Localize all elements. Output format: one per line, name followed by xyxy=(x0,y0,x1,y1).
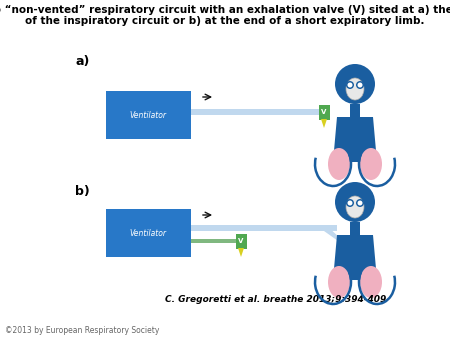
Circle shape xyxy=(346,81,354,89)
Circle shape xyxy=(347,200,352,206)
Polygon shape xyxy=(321,119,327,128)
Polygon shape xyxy=(333,117,377,162)
Ellipse shape xyxy=(328,266,350,298)
Ellipse shape xyxy=(346,78,364,100)
Ellipse shape xyxy=(360,148,382,180)
Circle shape xyxy=(347,82,352,88)
Bar xyxy=(105,209,190,257)
Circle shape xyxy=(335,182,375,222)
Polygon shape xyxy=(238,248,244,257)
Bar xyxy=(350,104,360,118)
Text: Single limb “non-vented” respiratory circuit with an exhalation valve (V) sited : Single limb “non-vented” respiratory cir… xyxy=(0,5,450,15)
Text: Ventilator: Ventilator xyxy=(130,111,166,120)
Text: Ventilator: Ventilator xyxy=(130,228,166,238)
Circle shape xyxy=(357,200,363,206)
Text: C. Gregoretti et al. breathe 2013;9:394-409: C. Gregoretti et al. breathe 2013;9:394-… xyxy=(165,295,386,304)
Text: of the inspiratory circuit or b) at the end of a short expiratory limb.: of the inspiratory circuit or b) at the … xyxy=(25,16,425,26)
Polygon shape xyxy=(323,225,341,243)
Ellipse shape xyxy=(328,148,350,180)
Circle shape xyxy=(356,81,364,89)
Text: V: V xyxy=(238,238,244,244)
Bar xyxy=(191,109,325,115)
Bar xyxy=(235,234,247,248)
Bar xyxy=(323,225,337,231)
Bar xyxy=(191,239,246,243)
Circle shape xyxy=(356,199,364,207)
Ellipse shape xyxy=(346,196,364,218)
Bar xyxy=(350,222,360,236)
Bar xyxy=(105,91,190,139)
Ellipse shape xyxy=(360,266,382,298)
Circle shape xyxy=(346,199,354,207)
Circle shape xyxy=(335,64,375,104)
Text: b): b) xyxy=(75,185,90,198)
Text: a): a) xyxy=(75,55,90,68)
Bar xyxy=(191,225,323,231)
Polygon shape xyxy=(333,235,377,280)
Bar xyxy=(352,235,358,275)
Text: ©2013 by European Respiratory Society: ©2013 by European Respiratory Society xyxy=(5,326,159,335)
Circle shape xyxy=(357,82,363,88)
Text: V: V xyxy=(321,109,327,115)
Bar xyxy=(352,117,358,157)
Bar xyxy=(319,104,329,120)
